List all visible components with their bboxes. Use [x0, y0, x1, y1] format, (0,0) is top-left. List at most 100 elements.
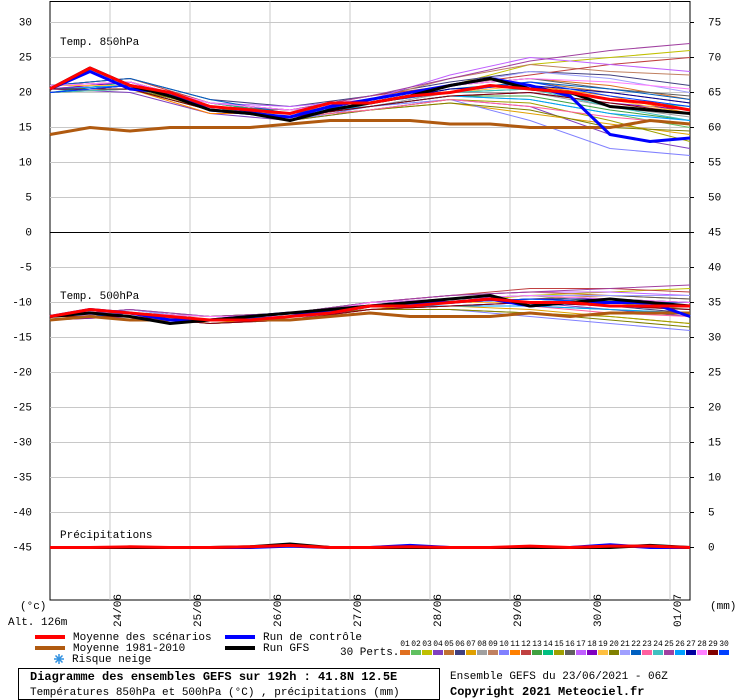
y2-tick-label: 15	[708, 437, 721, 449]
pert-legend-swatch	[565, 650, 575, 655]
pert-legend-label: 06	[455, 640, 465, 649]
y2-tick-label: 50	[708, 192, 721, 204]
pert-legend-swatch	[708, 650, 718, 655]
x-tick-label: 27/06	[353, 594, 365, 627]
snow-icon	[54, 654, 64, 664]
pert-legend-swatch	[587, 650, 597, 655]
pert-legend-label: 10	[499, 640, 509, 649]
y-unit: (°c)	[20, 601, 46, 613]
legend-label: Moyenne 1981-2010	[73, 643, 185, 655]
plot-frame	[49, 1, 691, 601]
y-tick-label: 15	[19, 122, 32, 134]
pert-legend-swatch	[488, 650, 498, 655]
y2-tick-label: 75	[708, 17, 721, 29]
pert-legend-swatch	[675, 650, 685, 655]
pert-legend-label: 15	[554, 640, 564, 649]
pert-legend-label: 03	[422, 640, 432, 649]
y-tick-label: -15	[12, 332, 32, 344]
pert-legend-label: 26	[675, 640, 685, 649]
pert-legend-label: 24	[653, 640, 663, 649]
y2-tick-label: 35	[708, 297, 721, 309]
x-tick-label: 24/06	[113, 594, 125, 627]
pert-legend-label: 23	[642, 640, 652, 649]
pert-legend-swatch	[664, 650, 674, 655]
pert-legend-swatch	[422, 650, 432, 655]
y2-tick-label: 65	[708, 87, 721, 99]
pert-legend-label: 22	[631, 640, 641, 649]
pert-legend-swatch	[433, 650, 443, 655]
y-tick-label: -30	[12, 437, 32, 449]
y-tick-label: 25	[19, 52, 32, 64]
y2-tick-label: 5	[708, 507, 715, 519]
y2-tick-label: 25	[708, 367, 721, 379]
y2-tick-label: 70	[708, 52, 721, 64]
pert-legend-swatch	[609, 650, 619, 655]
pert-legend-label: 16	[565, 640, 575, 649]
altitude: Alt. 126m	[8, 617, 68, 629]
pert-legend-label: 18	[587, 640, 597, 649]
x-tick-label: 25/06	[193, 594, 205, 627]
pert-legend-label: 09	[488, 640, 498, 649]
pert-legend-swatch	[477, 650, 487, 655]
pert-legend-swatch	[697, 650, 707, 655]
y2-tick-label: 45	[708, 227, 721, 239]
legend-label: Risque neige	[72, 654, 151, 666]
pert-legend-label: 25	[664, 640, 674, 649]
pert-legend-swatch	[521, 650, 531, 655]
y-tick-label: -35	[12, 472, 32, 484]
run-info: Ensemble GEFS du 23/06/2021 - 06Z	[450, 671, 668, 683]
series-line	[49, 119, 691, 136]
pert-legend-swatch	[499, 650, 509, 655]
pert-legend-swatch	[576, 650, 586, 655]
y2-tick-label: 20	[708, 402, 721, 414]
pert-label: 30 Perts.	[340, 647, 399, 659]
pert-legend-swatch	[719, 650, 729, 655]
pert-legend-swatch	[543, 650, 553, 655]
x-tick-label: 29/06	[513, 594, 525, 627]
y2-tick-label: 0	[708, 542, 715, 554]
pert-legend-swatch	[400, 650, 410, 655]
x-tick-label: 26/06	[273, 594, 285, 627]
pert-legend-label: 11	[510, 640, 520, 649]
pert-line	[50, 88, 691, 118]
footer-title: Diagramme des ensembles GEFS sur 192h : …	[30, 670, 397, 684]
legend-label: Moyenne des scénarios	[73, 632, 212, 644]
pert-legend-swatch	[642, 650, 652, 655]
y-tick-label: 10	[19, 157, 32, 169]
pert-legend-swatch	[653, 650, 663, 655]
series-line	[49, 66, 691, 115]
panel-label: Précipitations	[60, 530, 152, 542]
pert-legend-swatch	[554, 650, 564, 655]
y2-tick-label: 30	[708, 332, 721, 344]
y-tick-label: -5	[19, 262, 32, 274]
pert-legend-swatch	[411, 650, 421, 655]
y-tick-label: 5	[25, 192, 32, 204]
y2-tick-label: 40	[708, 262, 721, 274]
footer-subtitle: Températures 850hPa et 500hPa (°C) , pré…	[30, 687, 400, 699]
precip-line	[50, 543, 691, 549]
pert-legend-label: 21	[620, 640, 630, 649]
x-tick-label: 30/06	[593, 594, 605, 627]
pert-legend-label: 07	[466, 640, 476, 649]
panel-label: Temp. 850hPa	[60, 37, 140, 49]
pert-legend-label: 02	[411, 640, 421, 649]
series-line	[49, 297, 690, 322]
pert-legend-label: 14	[543, 640, 553, 649]
pert-legend-label: 12	[521, 640, 531, 649]
pert-legend-swatch	[466, 650, 476, 655]
pert-legend-label: 13	[532, 640, 542, 649]
pert-legend-swatch	[510, 650, 520, 655]
pert-legend-swatch	[532, 650, 542, 655]
y-tick-label: 30	[19, 17, 32, 29]
y2-tick-label: 10	[708, 472, 721, 484]
legend-label: Run GFS	[263, 643, 310, 655]
x-tick-label: 28/06	[433, 594, 445, 627]
pert-legend-label: 08	[477, 640, 487, 649]
legend-label: Run de contrôle	[263, 632, 362, 644]
pert-legend-swatch	[631, 650, 641, 655]
y-tick-label: -25	[12, 402, 32, 414]
pert-legend-swatch	[455, 650, 465, 655]
y-tick-label: 0	[25, 227, 32, 239]
pert-legend-swatch	[686, 650, 696, 655]
